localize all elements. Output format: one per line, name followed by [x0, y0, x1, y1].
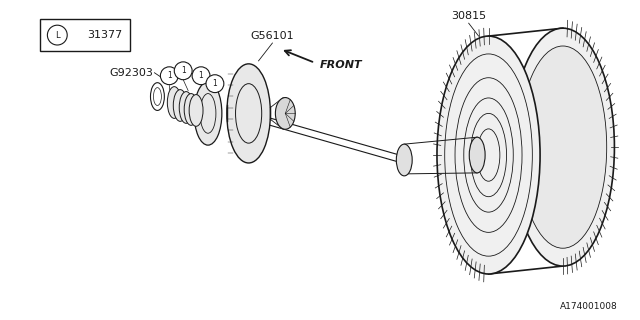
- Text: G56101: G56101: [251, 31, 294, 41]
- Text: 30815: 30815: [451, 11, 486, 21]
- Circle shape: [161, 67, 179, 85]
- Ellipse shape: [227, 64, 271, 163]
- Text: 1: 1: [198, 71, 204, 80]
- Text: 1: 1: [181, 66, 186, 75]
- Text: A174001008: A174001008: [559, 302, 618, 311]
- Ellipse shape: [173, 90, 187, 121]
- Ellipse shape: [469, 137, 485, 173]
- Ellipse shape: [179, 92, 193, 123]
- Text: G92303: G92303: [109, 68, 154, 78]
- Ellipse shape: [167, 87, 181, 118]
- Text: 1: 1: [167, 71, 172, 80]
- Ellipse shape: [437, 36, 540, 274]
- Ellipse shape: [194, 82, 222, 145]
- Ellipse shape: [511, 28, 614, 266]
- Text: L: L: [55, 31, 60, 40]
- Ellipse shape: [189, 95, 203, 126]
- Text: 1: 1: [212, 79, 218, 88]
- Circle shape: [174, 62, 192, 80]
- Ellipse shape: [519, 46, 607, 248]
- Circle shape: [192, 67, 210, 85]
- FancyBboxPatch shape: [40, 19, 130, 51]
- Circle shape: [47, 25, 67, 45]
- Ellipse shape: [184, 93, 198, 125]
- Ellipse shape: [396, 144, 412, 176]
- Text: FRONT: FRONT: [320, 60, 363, 70]
- Text: 31377: 31377: [87, 30, 122, 40]
- Circle shape: [206, 75, 224, 92]
- Ellipse shape: [275, 98, 295, 129]
